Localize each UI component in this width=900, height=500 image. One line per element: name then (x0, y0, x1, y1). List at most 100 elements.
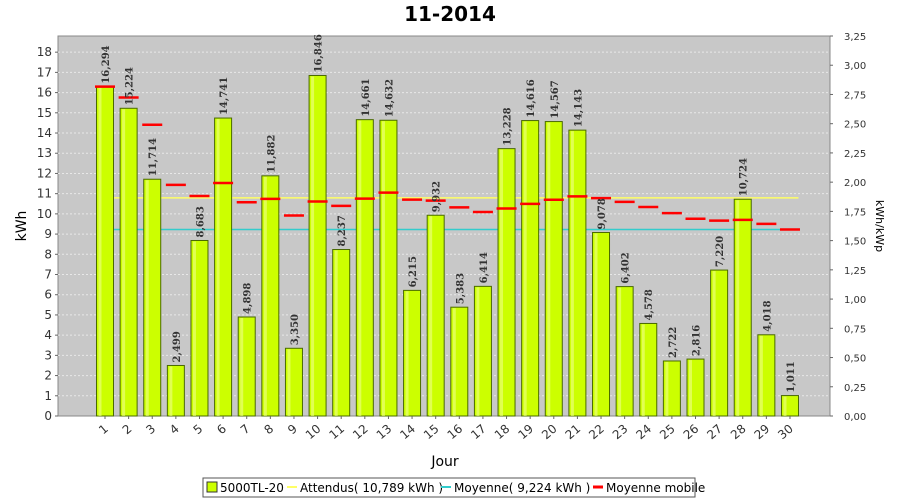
y-right-tick-label: 2,75 (844, 90, 866, 101)
bar-value-label: 9,078 (597, 198, 608, 229)
x-tick-label: 21 (563, 422, 584, 443)
y-axis-right-ticks: 0,00 0,25 0,50 0,75 1,00 1,25 1,50 1,75 2,00 2,25… (830, 32, 866, 423)
bar-highlight (358, 120, 362, 416)
y-tick-label: 13 (37, 146, 52, 160)
bar-value-label: 4,578 (644, 289, 655, 320)
bar-highlight (287, 349, 291, 416)
bar-highlight (759, 335, 763, 416)
bar-value-label: 8,683 (195, 206, 206, 237)
x-tick-label: 3 (143, 422, 158, 438)
bar-highlight (594, 233, 598, 416)
y-right-tick-label: 0,75 (844, 324, 866, 335)
x-tick-label: 14 (397, 422, 418, 443)
bar-highlight (689, 360, 692, 416)
y-axis-right-label: kWh/kWp (873, 200, 886, 252)
bar-value-label: 15,224 (125, 67, 136, 105)
bar-value-label: 11,882 (266, 135, 277, 173)
y-tick-label: 0 (44, 409, 52, 423)
y-axis-label: kWh (14, 211, 30, 242)
bar-value-label: 7,220 (715, 236, 726, 267)
bar-highlight (122, 109, 126, 416)
y-tick-label: 14 (37, 126, 52, 140)
y-tick-label: 11 (37, 187, 52, 201)
bar-highlight (570, 131, 574, 416)
legend-label-average: Moyenne( 9,224 kWh ) (454, 481, 590, 495)
x-tick-label: 6 (214, 422, 229, 438)
y-tick-label: 10 (37, 207, 52, 221)
bar-highlight (476, 287, 480, 416)
bar-value-label: 14,616 (526, 79, 537, 117)
bar-value-label: 9,932 (432, 181, 443, 212)
bar-highlight (216, 119, 220, 417)
bar-highlight (665, 361, 669, 416)
bar-value-label: 16,846 (314, 34, 325, 72)
bar-highlight (169, 366, 173, 416)
x-tick-label: 30 (775, 422, 796, 443)
y-tick-label: 4 (44, 328, 52, 342)
reference-lines (96, 197, 799, 231)
y-tick-label: 15 (37, 106, 52, 120)
moving-average-marks (95, 85, 800, 231)
bar-highlight (240, 317, 244, 416)
bar-value-label: 11,714 (148, 138, 159, 176)
bar-highlight (429, 216, 433, 416)
y-right-tick-label: 1,25 (844, 266, 866, 277)
bar-highlight (263, 176, 267, 416)
chart-title: 11-2014 (404, 2, 496, 26)
bar-value-label: 4,018 (762, 300, 773, 331)
bar-highlight (736, 200, 740, 416)
bar-highlight (405, 291, 409, 416)
legend-label-moving-average: Moyenne mobile (606, 481, 705, 495)
y-right-tick-label: 1,00 (844, 295, 866, 306)
x-tick-label: 7 (238, 422, 253, 438)
bar-highlight (712, 271, 716, 416)
x-axis-label: Jour (430, 454, 459, 470)
x-tick-label: 11 (326, 422, 347, 443)
x-tick-label: 15 (421, 422, 442, 443)
y-tick-label: 5 (44, 308, 52, 322)
bar-highlight (311, 76, 315, 417)
x-tick-label: 8 (261, 422, 276, 438)
bar-value-label: 14,567 (550, 80, 561, 118)
bar-highlight (192, 241, 196, 416)
y-right-tick-label: 2,00 (844, 178, 866, 189)
bar-value-label: 13,228 (503, 107, 514, 145)
x-tick-label: 12 (350, 422, 371, 443)
bar-highlight (145, 180, 149, 416)
bar-highlight (618, 287, 622, 416)
bar-value-label: 5,383 (455, 273, 466, 304)
x-tick-label: 26 (681, 422, 702, 443)
x-tick-label: 2 (120, 422, 135, 438)
y-tick-label: 18 (37, 45, 52, 59)
y-tick-label: 3 (44, 348, 52, 362)
y-tick-label: 2 (44, 369, 52, 383)
x-tick-label: 23 (610, 422, 631, 443)
x-tick-label: 5 (191, 422, 206, 438)
x-tick-label: 27 (704, 422, 725, 443)
x-tick-label: 1 (96, 422, 111, 438)
y-right-tick-label: 2,25 (844, 149, 866, 160)
bar-highlight (641, 324, 645, 416)
bar-highlight (783, 396, 787, 416)
y-right-tick-label: 3,00 (844, 61, 866, 72)
bar-value-label: 1,011 (786, 361, 797, 392)
x-axis-ticks: 1 2 3 4 5 6 7 8 9 10 11 12 13 14 15 16 17 18 19 20 21 22 23 24 2… (96, 416, 796, 442)
bar-value-label: 6,402 (621, 252, 632, 283)
y-tick-label: 7 (44, 268, 52, 282)
y-tick-label: 16 (37, 86, 52, 100)
x-tick-label: 13 (374, 422, 395, 443)
legend-label-expected: Attendus( 10,789 kWh ) (300, 481, 443, 495)
x-tick-label: 28 (728, 422, 749, 443)
x-tick-label: 16 (445, 422, 466, 443)
bar-value-labels: 16,294 15,224 11,714 2,499 8,683 14,741 4,898 1… (101, 34, 797, 392)
y-tick-label: 12 (37, 166, 52, 180)
y-right-tick-label: 0,00 (844, 412, 866, 423)
bar-value-label: 14,143 (573, 89, 584, 127)
y-tick-label: 6 (44, 288, 52, 302)
y-tick-label: 8 (44, 247, 52, 261)
bar-value-label: 2,722 (668, 327, 679, 358)
bar-value-label: 2,816 (692, 325, 703, 356)
bar-highlight (334, 250, 338, 416)
